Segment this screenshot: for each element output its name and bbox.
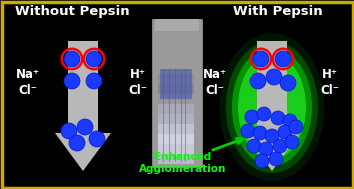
Text: Without Pepsin: Without Pepsin <box>15 5 129 18</box>
Text: Cl⁻: Cl⁻ <box>320 84 339 98</box>
Text: Na⁺: Na⁺ <box>203 67 227 81</box>
FancyBboxPatch shape <box>158 114 194 124</box>
Circle shape <box>64 73 80 89</box>
Polygon shape <box>244 41 300 171</box>
Circle shape <box>285 135 299 149</box>
Circle shape <box>64 51 80 67</box>
Circle shape <box>245 110 259 124</box>
Circle shape <box>255 154 269 168</box>
Circle shape <box>253 51 269 67</box>
FancyBboxPatch shape <box>158 144 194 154</box>
Circle shape <box>259 142 273 156</box>
Circle shape <box>86 73 102 89</box>
Ellipse shape <box>238 54 306 160</box>
Circle shape <box>247 139 261 153</box>
Circle shape <box>77 119 93 135</box>
Circle shape <box>265 129 279 143</box>
FancyBboxPatch shape <box>158 134 194 144</box>
Circle shape <box>253 126 267 140</box>
FancyBboxPatch shape <box>158 84 194 94</box>
FancyBboxPatch shape <box>158 64 194 74</box>
FancyBboxPatch shape <box>158 64 194 164</box>
FancyBboxPatch shape <box>155 19 199 31</box>
Circle shape <box>61 123 77 139</box>
FancyBboxPatch shape <box>158 94 194 104</box>
Circle shape <box>273 139 287 153</box>
Text: Enhanced: Enhanced <box>154 152 212 162</box>
Text: H⁺: H⁺ <box>322 67 338 81</box>
Circle shape <box>278 125 292 139</box>
Circle shape <box>266 69 282 85</box>
Circle shape <box>257 107 271 121</box>
FancyBboxPatch shape <box>152 19 202 167</box>
Ellipse shape <box>232 48 312 166</box>
Text: Cl⁻: Cl⁻ <box>18 84 38 98</box>
Ellipse shape <box>219 33 325 181</box>
FancyBboxPatch shape <box>158 104 194 114</box>
Circle shape <box>283 114 297 128</box>
FancyBboxPatch shape <box>158 154 194 164</box>
Circle shape <box>69 135 85 151</box>
Text: Cl⁻: Cl⁻ <box>129 84 148 98</box>
Circle shape <box>250 73 266 89</box>
Polygon shape <box>55 41 111 171</box>
Ellipse shape <box>226 41 318 173</box>
Circle shape <box>86 51 102 67</box>
Text: Agglomeration: Agglomeration <box>139 164 227 174</box>
FancyBboxPatch shape <box>158 74 194 84</box>
Circle shape <box>271 111 285 125</box>
Circle shape <box>269 152 283 166</box>
Circle shape <box>89 131 105 147</box>
Text: Na⁺: Na⁺ <box>16 67 40 81</box>
FancyBboxPatch shape <box>160 69 192 99</box>
Circle shape <box>289 120 303 134</box>
Text: H⁺: H⁺ <box>130 67 146 81</box>
FancyBboxPatch shape <box>158 124 194 134</box>
Text: With Pepsin: With Pepsin <box>233 5 323 18</box>
Circle shape <box>241 124 255 138</box>
Circle shape <box>275 51 291 67</box>
Text: Cl⁻: Cl⁻ <box>206 84 224 98</box>
Circle shape <box>280 75 296 91</box>
